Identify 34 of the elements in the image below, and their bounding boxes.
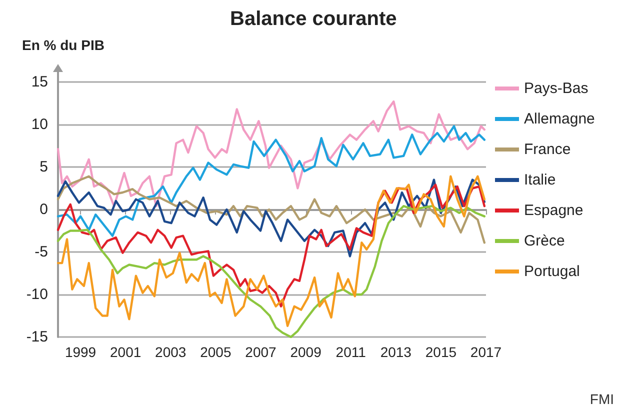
line-series	[56, 205, 486, 338]
x-tick-label: 2013	[380, 344, 412, 360]
y-tick-label: 5	[40, 158, 48, 176]
y-tick-label: -10	[26, 286, 48, 303]
line-series	[56, 100, 486, 208]
line-series	[56, 178, 486, 258]
x-tick-label: 2015	[425, 344, 457, 360]
text: FMI	[590, 391, 614, 407]
y-tick-label: 0	[40, 201, 48, 218]
y-tick-label: 10	[31, 116, 48, 133]
line-series	[56, 184, 486, 308]
x-tick-label: 2007	[245, 344, 277, 360]
legend-label: Grèce	[524, 232, 565, 250]
x-tick-label: 2011	[336, 344, 366, 360]
y-tick-label: -15	[26, 328, 48, 346]
legend-label: Portugal	[524, 263, 580, 280]
x-tick-label: 1999	[64, 344, 96, 360]
legend-label: Italie	[524, 172, 556, 188]
x-tick-label: 2017	[470, 344, 502, 360]
legend-label: Espagne	[524, 202, 584, 219]
line-series	[56, 175, 486, 244]
x-tick-label: 2003	[155, 344, 186, 360]
line-series	[56, 125, 486, 237]
legend-label: Allemagne	[524, 110, 595, 128]
line-series	[56, 175, 486, 328]
chart-title: Balance courante	[230, 8, 397, 30]
y-axis-title: En % du PIB	[22, 37, 104, 53]
legend-label: Pays-Bas	[524, 80, 588, 97]
x-tick-label: 2001	[110, 344, 142, 360]
x-tick-label: 2009	[290, 344, 322, 360]
y-tick-label: -5	[34, 244, 48, 260]
legend-label: France	[524, 141, 571, 158]
x-tick-label: 2005	[200, 344, 232, 360]
y-tick-label: 15	[31, 74, 48, 90]
